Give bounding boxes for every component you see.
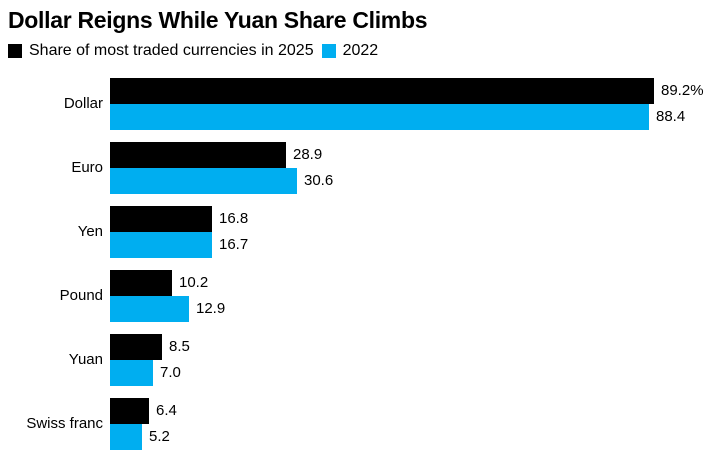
chart-row-pound: Pound 10.2 12.9 bbox=[8, 270, 698, 322]
bar-2025-swiss-franc bbox=[110, 398, 149, 424]
bar-pair-dollar: 89.2% 88.4 bbox=[110, 78, 704, 130]
legend-swatch-2025 bbox=[8, 44, 22, 58]
legend-label-2025: Share of most traded currencies in 2025 bbox=[29, 42, 314, 59]
bar-pair-pound: 10.2 12.9 bbox=[110, 270, 698, 322]
bar-line-2025-yuan: 8.5 bbox=[110, 334, 698, 360]
legend: Share of most traded currencies in 2025 … bbox=[8, 42, 698, 60]
bar-line-2025-yen: 16.8 bbox=[110, 206, 698, 232]
category-label-yuan: Yuan bbox=[68, 351, 103, 368]
chart-row-yuan: Yuan 8.5 7.0 bbox=[8, 334, 698, 386]
value-label-2025-yen: 16.8 bbox=[219, 210, 249, 227]
bar-line-2022-yuan: 7.0 bbox=[110, 360, 698, 386]
value-label-2022-dollar: 88.4 bbox=[656, 108, 686, 125]
bar-line-2025-pound: 10.2 bbox=[110, 270, 698, 296]
bar-2022-euro bbox=[110, 168, 297, 194]
value-label-2025-pound: 10.2 bbox=[179, 274, 209, 291]
chart-row-dollar: Dollar 89.2% 88.4 bbox=[8, 78, 704, 130]
bar-line-2022-yen: 16.7 bbox=[110, 232, 698, 258]
bar-2022-swiss-franc bbox=[110, 424, 142, 450]
bar-2025-dollar bbox=[110, 78, 654, 104]
value-label-2025-yuan: 8.5 bbox=[169, 338, 190, 355]
value-label-2025-euro: 28.9 bbox=[293, 146, 323, 163]
value-label-2022-yuan: 7.0 bbox=[160, 364, 181, 381]
legend-item-2022: 2022 bbox=[321, 42, 379, 60]
bar-line-2022-pound: 12.9 bbox=[110, 296, 698, 322]
value-label-2025-dollar: 89.2% bbox=[661, 82, 704, 99]
category-label-swiss-franc: Swiss franc bbox=[26, 415, 103, 432]
category-label-pound: Pound bbox=[59, 287, 103, 304]
bar-2025-yen bbox=[110, 206, 212, 232]
value-label-2022-swiss-franc: 5.2 bbox=[149, 428, 170, 445]
bar-2022-dollar bbox=[110, 104, 649, 130]
category-label-yen: Yen bbox=[77, 223, 103, 240]
bar-pair-swiss-franc: 6.4 5.2 bbox=[110, 398, 698, 450]
value-label-2022-euro: 30.6 bbox=[304, 172, 334, 189]
bar-pair-yuan: 8.5 7.0 bbox=[110, 334, 698, 386]
chart-row-swiss-franc: Swiss franc 6.4 5.2 bbox=[8, 398, 698, 450]
chart-row-euro: Euro 28.9 30.6 bbox=[8, 142, 698, 194]
bar-line-2022-swiss-franc: 5.2 bbox=[110, 424, 698, 450]
chart-row-yen: Yen 16.8 16.7 bbox=[8, 206, 698, 258]
bar-2022-pound bbox=[110, 296, 189, 322]
plot-area: Dollar 89.2% 88.4 Euro 28.9 30.6 Yen 16.8 16.7 Po… bbox=[8, 78, 704, 450]
chart-title: Dollar Reigns While Yuan Share Climbs bbox=[8, 7, 428, 33]
legend-label-2022: 2022 bbox=[342, 42, 379, 59]
bar-2022-yuan bbox=[110, 360, 153, 386]
bar-pair-euro: 28.9 30.6 bbox=[110, 142, 698, 194]
bar-2025-pound bbox=[110, 270, 172, 296]
bar-line-2025-swiss-franc: 6.4 bbox=[110, 398, 698, 424]
bar-line-2022-dollar: 88.4 bbox=[110, 104, 704, 130]
bar-pair-yen: 16.8 16.7 bbox=[110, 206, 698, 258]
legend-item-2025: Share of most traded currencies in 2025 bbox=[8, 42, 314, 60]
category-label-dollar: Dollar bbox=[63, 95, 103, 112]
legend-swatch-2022 bbox=[321, 44, 336, 58]
value-label-2022-yen: 16.7 bbox=[219, 236, 249, 253]
bar-line-2025-euro: 28.9 bbox=[110, 142, 698, 168]
category-label-euro: Euro bbox=[71, 159, 103, 176]
bar-line-2022-euro: 30.6 bbox=[110, 168, 698, 194]
value-label-2022-pound: 12.9 bbox=[196, 300, 226, 317]
bar-2025-euro bbox=[110, 142, 286, 168]
bar-line-2025-dollar: 89.2% bbox=[110, 78, 704, 104]
bar-2022-yen bbox=[110, 232, 212, 258]
bar-2025-yuan bbox=[110, 334, 162, 360]
value-label-2025-swiss-franc: 6.4 bbox=[156, 402, 177, 419]
